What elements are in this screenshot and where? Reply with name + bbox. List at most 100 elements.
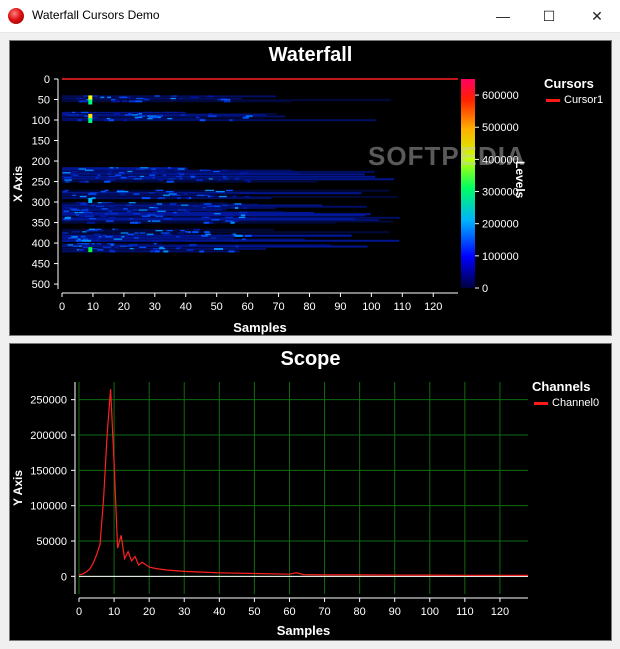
- waterfall-cell: [62, 180, 317, 183]
- waterfall-cell: [81, 111, 89, 114]
- waterfall-y-tick-label: 500: [32, 279, 50, 291]
- waterfall-cell: [166, 180, 174, 183]
- waterfall-cell: [105, 236, 113, 239]
- waterfall-cell: [78, 215, 85, 218]
- waterfall-cell: [148, 116, 158, 119]
- channel0-legend-item[interactable]: Channel0: [534, 397, 599, 409]
- waterfall-cell: [80, 209, 89, 212]
- waterfall-cell: [173, 211, 177, 214]
- waterfall-cell: [183, 210, 190, 213]
- levels-colorbar: [461, 79, 475, 288]
- waterfall-cell: [120, 177, 127, 180]
- waterfall-cell: [107, 192, 112, 195]
- waterfall-plot-area: [62, 78, 458, 253]
- waterfall-cell: [180, 229, 185, 232]
- levels-tick-label: 500000: [482, 122, 519, 134]
- waterfall-cell: [71, 231, 80, 234]
- waterfall-cell: [238, 216, 246, 219]
- waterfall-cell: [158, 247, 166, 250]
- waterfall-cell: [62, 195, 398, 198]
- scope-x-tick-label: 80: [354, 606, 366, 618]
- waterfall-cell: [211, 219, 220, 222]
- waterfall-cell: [149, 206, 155, 209]
- waterfall-cell: [75, 214, 79, 217]
- waterfall-cell: [158, 179, 163, 182]
- waterfall-cell: [99, 202, 109, 205]
- waterfall-x-tick-label: 120: [424, 301, 442, 313]
- waterfall-x-tick-label: 80: [303, 301, 315, 313]
- waterfall-cell: [67, 114, 75, 117]
- waterfall-cell: [159, 215, 164, 218]
- waterfall-cell: [62, 117, 205, 120]
- waterfall-cell: [177, 168, 185, 171]
- waterfall-cell: [62, 249, 190, 252]
- waterfall-cell: [192, 205, 199, 208]
- scope-x-tick-label: 10: [108, 606, 120, 618]
- waterfall-cell: [71, 170, 78, 173]
- waterfall-cell: [77, 238, 81, 241]
- waterfall-cell: [78, 249, 84, 252]
- waterfall-cell: [179, 178, 183, 181]
- waterfall-cell: [89, 229, 99, 232]
- waterfall-y-tick-label: 300: [32, 197, 50, 209]
- waterfall-cell: [240, 214, 246, 217]
- maximize-button[interactable]: ☐: [542, 7, 556, 24]
- levels-tick-label: 300000: [482, 187, 519, 199]
- scope-chart[interactable]: 0 50000 100000 150000 200000 250000 0 10 20 30 40 5…: [10, 344, 611, 640]
- waterfall-cell: [113, 167, 117, 170]
- waterfall-cell: [96, 167, 102, 170]
- waterfall-cell: [124, 114, 134, 117]
- waterfall-cell: [65, 180, 70, 183]
- waterfall-cell: [225, 220, 233, 223]
- scope-y-tick-label: 250000: [30, 395, 67, 407]
- waterfall-cell: [153, 247, 159, 250]
- waterfall-y-tick-label: 250: [32, 177, 50, 189]
- waterfall-cell: [214, 213, 221, 216]
- waterfall-cell: [125, 237, 130, 240]
- waterfall-cell: [205, 189, 214, 192]
- waterfall-cell: [96, 243, 102, 246]
- waterfall-cell: [207, 195, 213, 198]
- waterfall-y-tick-label: 200: [32, 156, 50, 168]
- waterfall-cell: [64, 179, 72, 182]
- waterfall-cell: [147, 115, 156, 118]
- waterfall-cell: [201, 169, 211, 172]
- waterfall-cell: [215, 190, 225, 193]
- scope-x-tick-label: 0: [76, 606, 82, 618]
- waterfall-cell: [193, 228, 200, 231]
- levels-tick-label: 0: [482, 283, 488, 295]
- waterfall-cell: [83, 95, 88, 98]
- minimize-button[interactable]: —: [496, 8, 510, 24]
- levels-tick-label: 600000: [482, 90, 519, 102]
- waterfall-cell: [104, 180, 111, 183]
- waterfall-peak: [88, 117, 93, 123]
- waterfall-cell: [136, 97, 144, 100]
- waterfall-cell: [76, 97, 85, 100]
- waterfall-cell: [69, 208, 78, 211]
- waterfall-cell: [203, 231, 210, 234]
- waterfall-cell: [110, 244, 114, 247]
- waterfall-cell: [140, 167, 149, 170]
- waterfall-cell: [213, 170, 220, 173]
- waterfall-cell: [149, 174, 156, 177]
- cursor1-swatch: [546, 98, 560, 102]
- waterfall-cell: [62, 115, 286, 118]
- waterfall-cell: [62, 173, 365, 176]
- waterfall-cell: [62, 175, 376, 178]
- waterfall-cell: [104, 189, 109, 192]
- waterfall-cell: [62, 218, 356, 221]
- waterfall-cell: [80, 243, 90, 246]
- waterfall-cell: [63, 219, 71, 222]
- waterfall-cell: [68, 234, 76, 237]
- waterfall-cell: [171, 95, 177, 98]
- close-button[interactable]: ✕: [591, 7, 603, 24]
- waterfall-cell: [157, 197, 166, 200]
- waterfall-cell: [190, 96, 199, 99]
- waterfall-cell: [176, 246, 183, 249]
- channels-legend-title: Channels: [532, 379, 591, 394]
- waterfall-cell: [167, 173, 177, 176]
- waterfall-cell: [223, 178, 229, 181]
- cursor1-legend-item[interactable]: Cursor1: [546, 94, 603, 106]
- waterfall-cell: [172, 111, 178, 114]
